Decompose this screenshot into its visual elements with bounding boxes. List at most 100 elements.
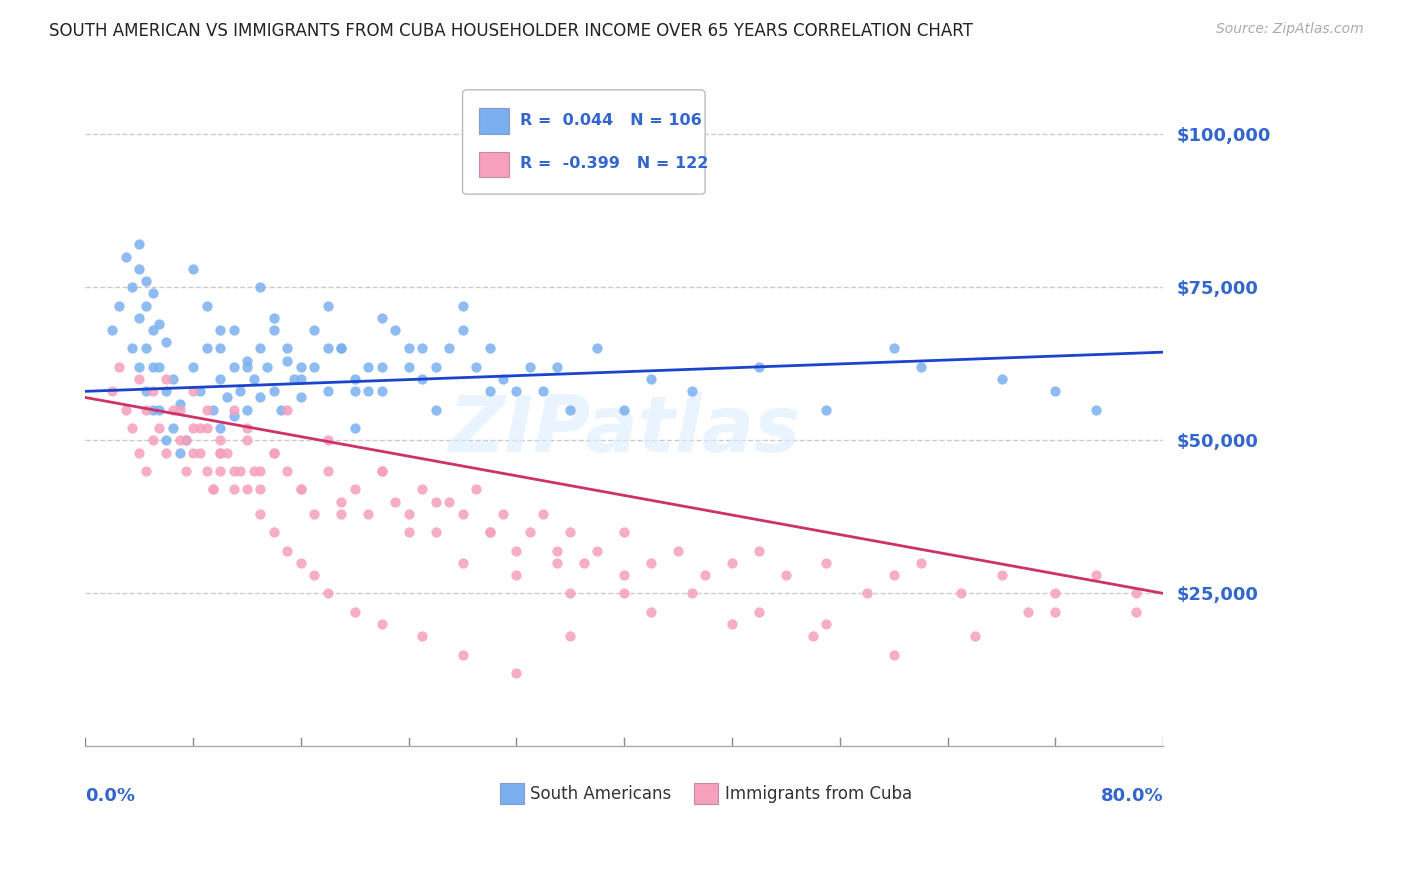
Point [209,464,232,478]
Point [398,359,420,374]
Point [505,543,527,558]
Point [990,372,1012,386]
Point [950,586,973,600]
Text: ZIPatlas: ZIPatlas [449,392,800,468]
Point [188,421,211,435]
Point [222,464,245,478]
Point [681,384,703,399]
Point [398,525,420,540]
Point [195,421,218,435]
Point [209,434,232,448]
Point [135,464,157,478]
Point [478,525,501,540]
Point [330,507,353,521]
Point [283,372,305,386]
Point [371,384,394,399]
Point [465,359,488,374]
Point [162,402,184,417]
Point [572,556,595,570]
Point [546,556,568,570]
Point [181,445,204,459]
Point [155,434,177,448]
Point [142,323,165,337]
Point [478,384,501,399]
Point [181,384,204,399]
Point [1017,605,1039,619]
Point [411,372,433,386]
Point [963,629,986,643]
Point [276,353,298,368]
Point [1045,605,1067,619]
Point [1125,586,1147,600]
Point [371,464,394,478]
Point [290,556,312,570]
Point [330,342,353,356]
Point [748,359,770,374]
Point [478,342,501,356]
Point [249,280,271,294]
Point [242,372,264,386]
Point [263,384,285,399]
Point [256,359,278,374]
Point [222,323,245,337]
Bar [479,152,509,178]
Point [1045,384,1067,399]
Point [263,445,285,459]
Point [263,445,285,459]
Point [101,323,124,337]
Point [128,359,150,374]
Point [290,359,312,374]
Point [357,359,380,374]
Point [465,483,488,497]
Point [1084,568,1107,582]
Point [101,384,124,399]
Text: Immigrants from Cuba: Immigrants from Cuba [724,785,911,803]
Point [276,402,298,417]
Point [883,648,905,662]
Y-axis label: Householder Income Over 65 years: Householder Income Over 65 years [0,274,7,545]
Point [135,402,157,417]
Point [181,421,204,435]
Text: 0.0%: 0.0% [86,787,135,805]
Point [135,342,157,356]
Point [169,434,191,448]
Point [155,445,177,459]
FancyBboxPatch shape [463,90,704,194]
Point [910,359,932,374]
Point [775,568,797,582]
Point [276,464,298,478]
Point [531,384,554,399]
Point [451,323,474,337]
Point [478,525,501,540]
Point [586,342,609,356]
Point [304,359,326,374]
Point [155,335,177,350]
Point [304,323,326,337]
Point [613,568,636,582]
Point [560,586,582,600]
Point [316,434,339,448]
Point [148,317,170,331]
Point [519,359,541,374]
Point [128,372,150,386]
Point [640,605,662,619]
Point [290,391,312,405]
Point [249,342,271,356]
Point [721,617,744,632]
Point [560,525,582,540]
Point [209,342,232,356]
Point [411,342,433,356]
Point [202,483,225,497]
Point [531,507,554,521]
Point [1045,586,1067,600]
Point [236,359,259,374]
Point [142,402,165,417]
Point [195,402,218,417]
Point [142,384,165,399]
Text: SOUTH AMERICAN VS IMMIGRANTS FROM CUBA HOUSEHOLDER INCOME OVER 65 YEARS CORRELAT: SOUTH AMERICAN VS IMMIGRANTS FROM CUBA H… [49,22,973,40]
Point [316,299,339,313]
Point [169,396,191,410]
Point [222,483,245,497]
Point [371,617,394,632]
Point [236,434,259,448]
